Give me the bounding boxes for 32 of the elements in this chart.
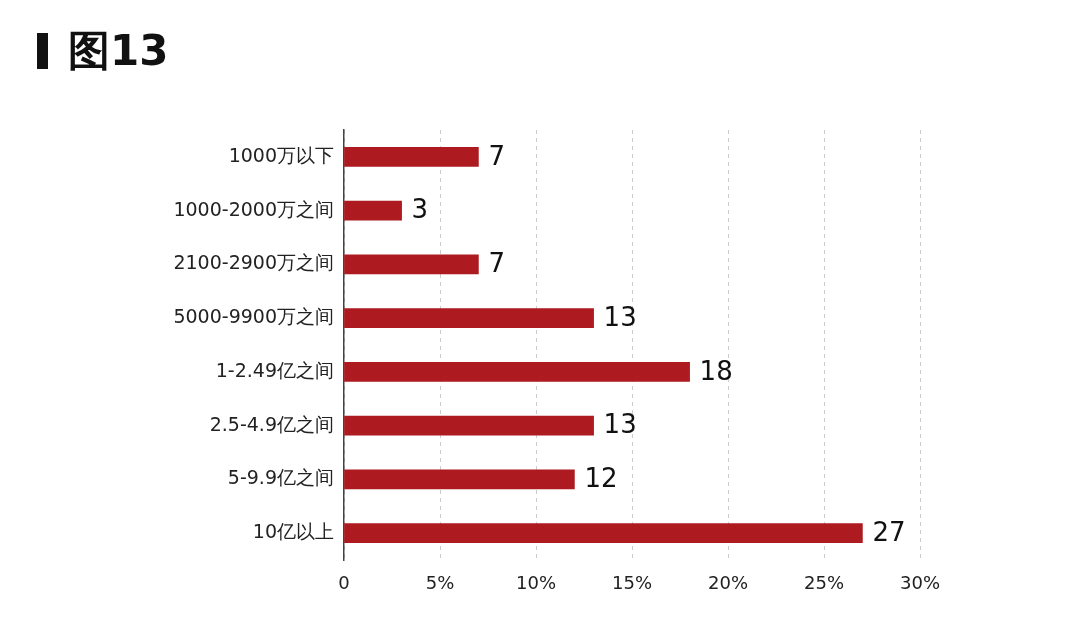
bar [344, 254, 479, 275]
bar [344, 362, 690, 382]
bar [344, 147, 479, 167]
bar [344, 308, 594, 328]
y-tick-label: 1000万以下 [228, 143, 334, 166]
bar [344, 523, 863, 543]
data-label: 12 [584, 463, 618, 494]
y-tick-label: 2.5-4.9亿之间 [209, 412, 334, 435]
data-label: 13 [603, 409, 637, 440]
x-tick-label: 30% [899, 572, 941, 594]
y-tick-label: 5-9.9亿之间 [227, 466, 334, 489]
chart-title: 图13 [68, 26, 169, 76]
data-label: 3 [411, 194, 429, 225]
data-label: 13 [603, 301, 637, 332]
y-tick-label: 1000-2000万之间 [173, 197, 334, 220]
data-label: 27 [872, 516, 906, 547]
y-tick-label: 10亿以上 [252, 520, 334, 543]
bar [344, 200, 402, 221]
x-tick-label: 25% [803, 572, 845, 594]
y-tick-label: 5000-9900万之间 [173, 305, 334, 328]
bar [344, 415, 594, 436]
y-tick-label: 1-2.49亿之间 [215, 358, 334, 381]
x-tick-label: 5% [425, 572, 455, 594]
x-tick-label: 15% [611, 572, 653, 594]
data-label: 7 [488, 248, 505, 279]
data-label: 18 [699, 355, 733, 386]
bar [344, 469, 575, 490]
x-tick-label: 20% [707, 572, 749, 594]
x-tick-label: 10% [515, 572, 557, 594]
x-tick-label: 0 [338, 572, 350, 594]
data-label: 7 [488, 140, 505, 171]
y-tick-label: 2100-2900万之间 [173, 251, 334, 274]
